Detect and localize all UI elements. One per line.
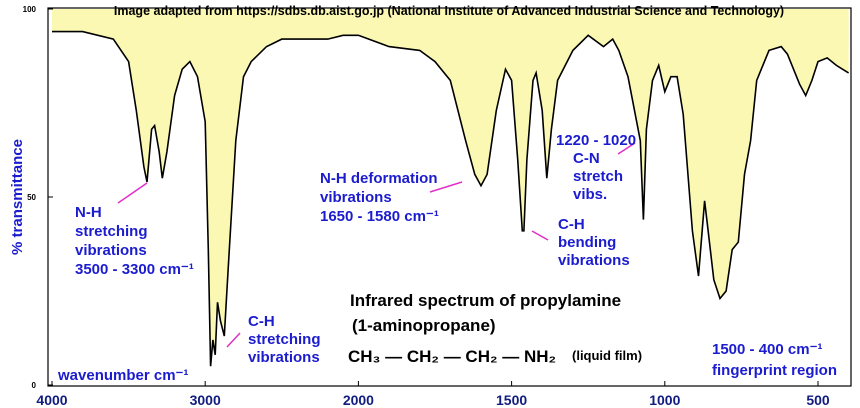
annotation: C-H [248, 313, 275, 330]
annotation: bending [558, 234, 616, 251]
sample-note: (liquid film) [572, 348, 642, 363]
connector [226, 332, 241, 348]
connector [617, 142, 636, 155]
chart-subtitle: (1-aminopropane) [352, 316, 496, 335]
annotation: fingerprint region [712, 362, 837, 379]
y-tick-label: 50 [27, 193, 36, 202]
y-tick-label: 100 [23, 5, 37, 14]
formula: CH₃ — CH₂ — CH₂ — NH₂ [348, 347, 556, 366]
annotation: 1500 - 400 cm⁻¹ [712, 341, 823, 358]
annotation: C-H [558, 216, 585, 233]
annotation: 3500 - 3300 cm⁻¹ [75, 261, 194, 278]
connector [117, 182, 148, 204]
y-tick-label: 0 [32, 381, 37, 390]
annotation: vibrations [558, 252, 630, 269]
annotation: 1650 - 1580 cm⁻¹ [320, 208, 439, 225]
x-axis-label: wavenumber cm⁻¹ [57, 367, 188, 384]
annotation: C-N [573, 150, 600, 167]
annotation: stretching [248, 331, 321, 348]
chart-title: Infrared spectrum of propylamine [350, 291, 621, 310]
annotation: N-H [75, 204, 102, 221]
annotation: stretching [75, 223, 148, 240]
y-axis-label: % transmittance [9, 139, 26, 255]
x-tick-label: 1000 [649, 392, 680, 408]
x-tick-label: 1500 [496, 392, 527, 408]
source-note: Image adapted from https://sdbs.db.aist.… [114, 4, 784, 18]
annotation: vibrations [248, 349, 320, 366]
x-tick-label: 2000 [343, 392, 374, 408]
annotation: vibrations [75, 242, 147, 259]
annotation: vibs. [573, 186, 607, 203]
annotation: vibrations [320, 189, 392, 206]
connector [429, 181, 463, 193]
annotation: stretch [573, 168, 623, 185]
x-tick-label: 4000 [36, 392, 67, 408]
x-tick-label: 3000 [190, 392, 221, 408]
annotation: 1220 - 1020 [556, 132, 636, 149]
connector [531, 230, 549, 241]
spectrum-line [52, 30, 850, 367]
annotation: N-H deformation [320, 170, 438, 187]
x-tick-label: 500 [806, 392, 830, 408]
